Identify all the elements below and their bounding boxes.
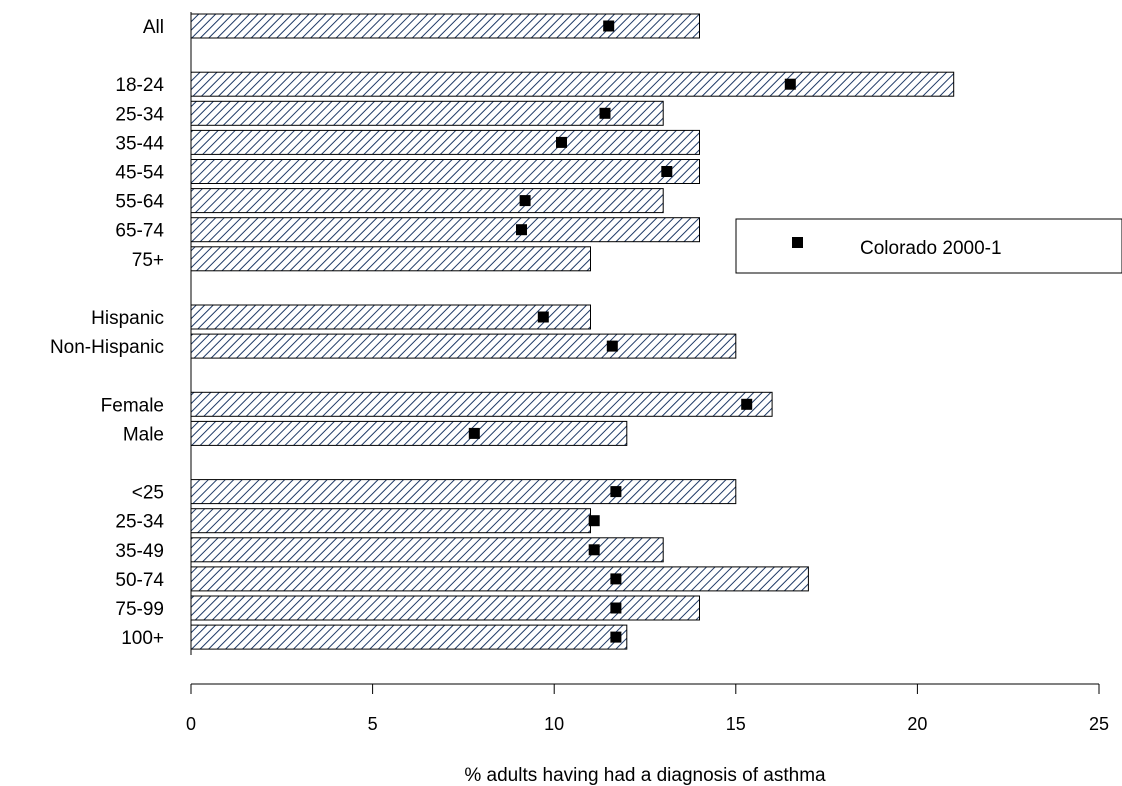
colorado-marker bbox=[610, 602, 622, 614]
colorado-marker bbox=[610, 486, 622, 498]
category-label: 50-74 bbox=[115, 570, 164, 591]
bar bbox=[190, 624, 628, 650]
markers bbox=[468, 20, 796, 643]
bar bbox=[190, 71, 955, 97]
colorado-marker bbox=[610, 573, 622, 585]
colorado-marker bbox=[603, 20, 615, 32]
colorado-marker bbox=[537, 311, 549, 323]
x-tick-label: 0 bbox=[186, 714, 196, 734]
legend-marker bbox=[792, 237, 803, 248]
colorado-marker bbox=[588, 544, 600, 556]
bar bbox=[190, 537, 664, 563]
bar bbox=[190, 391, 773, 417]
category-label: 65-74 bbox=[115, 221, 164, 242]
category-label: 75-99 bbox=[115, 599, 164, 620]
x-tick-label: 5 bbox=[368, 714, 378, 734]
category-label: Hispanic bbox=[91, 308, 164, 329]
bar bbox=[190, 159, 700, 184]
x-tick-label: 25 bbox=[1089, 714, 1109, 734]
category-label: 45-54 bbox=[115, 163, 164, 184]
bar bbox=[190, 566, 809, 592]
x-axis: 0 5 10 15 20 25 bbox=[186, 683, 1109, 734]
bar bbox=[190, 508, 591, 534]
bar bbox=[190, 479, 737, 505]
bar bbox=[190, 420, 628, 446]
colorado-marker bbox=[610, 631, 622, 643]
bar bbox=[190, 13, 700, 39]
colorado-marker bbox=[599, 107, 611, 119]
colorado-marker bbox=[606, 340, 618, 352]
category-label: 75+ bbox=[132, 250, 164, 271]
colorado-marker bbox=[588, 515, 600, 527]
x-axis-title: % adults having had a diagnosis of asthm… bbox=[464, 765, 826, 786]
legend-label: Colorado 2000-1 bbox=[860, 238, 1002, 259]
category-label: 35-49 bbox=[115, 541, 164, 562]
category-label: Non-Hispanic bbox=[50, 337, 164, 358]
category-label: 35-44 bbox=[115, 133, 164, 154]
bar bbox=[190, 100, 664, 126]
x-tick-label: 10 bbox=[544, 714, 564, 734]
bar bbox=[190, 333, 737, 359]
bar bbox=[190, 304, 591, 330]
x-tick-label: 15 bbox=[726, 714, 746, 734]
category-label: All bbox=[143, 17, 164, 38]
category-label: 18-24 bbox=[115, 75, 164, 96]
bar bbox=[190, 217, 700, 243]
colorado-marker bbox=[556, 136, 567, 148]
bar bbox=[190, 188, 664, 214]
bars bbox=[190, 13, 955, 650]
colorado-marker bbox=[516, 224, 527, 236]
bar bbox=[190, 595, 700, 621]
x-tick-label: 20 bbox=[907, 714, 927, 734]
colorado-marker bbox=[784, 78, 796, 90]
colorado-marker bbox=[519, 195, 531, 207]
category-label: 25-34 bbox=[115, 512, 164, 533]
category-label: 25-34 bbox=[115, 104, 164, 125]
category-labels: All 18-24 25-34 35-44 45-54 55-64 65-74 75+ Hisp… bbox=[50, 17, 164, 649]
category-label: 100+ bbox=[121, 628, 164, 649]
bar bbox=[190, 246, 591, 272]
colorado-marker bbox=[741, 398, 753, 410]
category-label: <25 bbox=[132, 483, 164, 504]
colorado-marker bbox=[468, 427, 480, 439]
legend: Colorado 2000-1 bbox=[735, 218, 1122, 274]
category-label: Male bbox=[123, 424, 164, 445]
legend-box bbox=[735, 218, 1122, 274]
bar bbox=[190, 129, 700, 155]
category-label: 55-64 bbox=[115, 192, 164, 213]
category-label: Female bbox=[101, 395, 164, 416]
colorado-marker bbox=[661, 166, 673, 177]
